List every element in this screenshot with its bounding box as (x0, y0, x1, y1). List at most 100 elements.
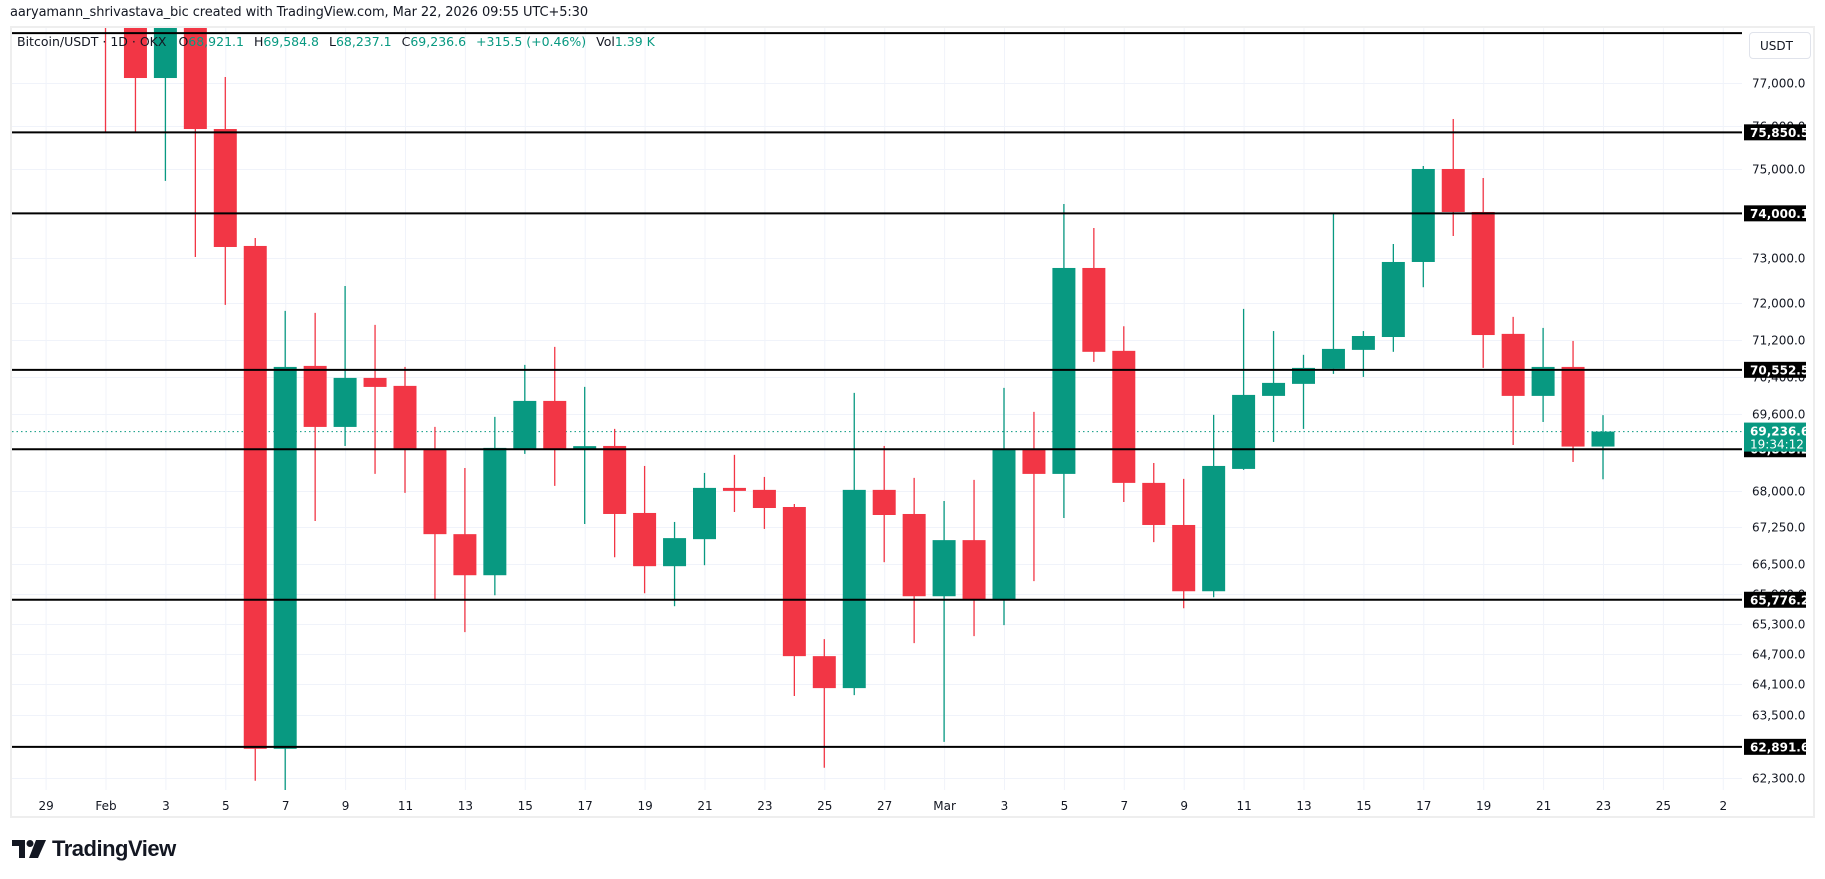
plot-area[interactable] (12, 0, 1742, 791)
tradingview-logo[interactable]: TradingView (12, 836, 176, 862)
candle[interactable] (1022, 411, 1046, 582)
y-axis-label: 73,000.0 (1752, 252, 1805, 266)
x-axis-label: 2 (1719, 799, 1727, 813)
currency-button[interactable]: USDT (1749, 32, 1811, 59)
x-axis-label: 19 (1476, 799, 1491, 813)
candle[interactable] (453, 467, 477, 633)
candle[interactable] (213, 76, 237, 305)
change-value: +315.5 (+0.46%) (476, 34, 587, 49)
tradingview-logo-icon (12, 840, 46, 858)
x-axis-label: 21 (697, 799, 712, 813)
level-price-tag (1744, 124, 1806, 141)
x-axis-label: 5 (222, 799, 230, 813)
y-axis-label: 77,000.0 (1752, 77, 1805, 91)
y-axis-label: 64,100.0 (1752, 678, 1805, 692)
x-axis-label: 29 (38, 799, 53, 813)
candle[interactable] (812, 639, 836, 768)
candle[interactable] (363, 324, 387, 474)
level-price-label: 62,891.6 (1750, 740, 1809, 754)
candle[interactable] (303, 312, 327, 521)
y-axis-label: 68,000.0 (1752, 485, 1805, 499)
candle[interactable] (752, 476, 776, 529)
y-axis-label: 64,700.0 (1752, 648, 1805, 662)
x-axis-label: 17 (1416, 799, 1431, 813)
candle[interactable] (243, 237, 267, 781)
y-axis-label: 65,300.0 (1752, 618, 1805, 632)
candle[interactable] (573, 386, 597, 524)
volume-value: 1.39 K (614, 34, 655, 49)
candle[interactable] (1501, 316, 1525, 445)
y-axis-label: 66,500.0 (1752, 558, 1805, 572)
candle[interactable] (123, 0, 147, 133)
candle[interactable] (1142, 462, 1166, 543)
candle[interactable] (842, 392, 866, 696)
level-price-label: 74,000.1 (1750, 207, 1809, 221)
x-axis-label: 21 (1536, 799, 1551, 813)
level-price-tag (1744, 361, 1806, 378)
candle[interactable] (1082, 228, 1106, 362)
candle[interactable] (902, 477, 926, 644)
level-price-tag (1744, 591, 1806, 608)
candle[interactable] (1561, 340, 1585, 462)
candle[interactable] (1172, 478, 1196, 609)
x-axis-label: 9 (342, 799, 350, 813)
x-axis-label: 17 (578, 799, 593, 813)
bar-countdown: 19:34:12 (1750, 438, 1804, 452)
y-axis-label: 72,000.0 (1752, 297, 1805, 311)
candle[interactable] (962, 479, 986, 637)
candle[interactable] (1292, 354, 1315, 429)
candle[interactable] (663, 521, 687, 607)
chart-credit: aaryamann_shrivastava_bic created with T… (10, 5, 589, 20)
x-axis-label: Feb (95, 799, 116, 813)
candle[interactable] (932, 501, 956, 742)
candle[interactable] (1112, 326, 1136, 503)
last-price-tag (1744, 422, 1806, 452)
candle[interactable] (1321, 213, 1345, 374)
level-price-tag (1744, 738, 1806, 755)
candle[interactable] (483, 416, 507, 596)
low-label: L (329, 34, 336, 49)
candle[interactable] (1441, 118, 1465, 236)
x-axis-label: 13 (1296, 799, 1311, 813)
candle[interactable] (722, 454, 746, 512)
close-label: C (401, 34, 411, 49)
candle[interactable] (693, 472, 716, 566)
candle[interactable] (153, 0, 177, 181)
candle[interactable] (423, 426, 447, 601)
x-axis-label: 3 (162, 799, 170, 813)
candle[interactable] (603, 428, 627, 558)
candle[interactable] (1531, 327, 1555, 422)
candle[interactable] (273, 310, 297, 791)
candle[interactable] (1471, 177, 1495, 368)
candle[interactable] (633, 465, 657, 594)
y-axis-label: 63,500.0 (1752, 709, 1805, 723)
candle[interactable] (1381, 243, 1405, 352)
candle[interactable] (333, 285, 357, 446)
symbol-title[interactable]: Bitcoin/USDT · 1D · OKX (17, 34, 167, 49)
x-axis-label: 11 (398, 799, 413, 813)
candle[interactable] (1411, 165, 1435, 288)
candle[interactable] (1202, 414, 1226, 598)
candle[interactable] (992, 387, 1016, 626)
level-price-label: 75,850.5 (1750, 126, 1809, 140)
candle[interactable] (872, 445, 896, 563)
candle[interactable] (393, 366, 417, 493)
y-axis-label: 71,200.0 (1752, 334, 1805, 348)
x-axis-label: 11 (1236, 799, 1251, 813)
candle[interactable] (1262, 331, 1286, 442)
candle[interactable] (543, 346, 567, 486)
candle[interactable] (1232, 308, 1256, 470)
y-axis-label: 69,600.0 (1752, 408, 1805, 422)
last-price-value: 69,236.6 (1750, 425, 1809, 439)
candle[interactable] (1591, 415, 1615, 480)
high-label: H (253, 34, 264, 49)
x-axis-label: 23 (757, 799, 772, 813)
candle[interactable] (513, 364, 537, 454)
tradingview-logo-text: TradingView (52, 836, 176, 861)
x-axis-label: Mar (933, 799, 956, 813)
candle[interactable] (1052, 203, 1076, 518)
x-axis-label: 15 (518, 799, 533, 813)
candle[interactable] (94, 0, 117, 133)
low-value: 68,237.1 (335, 34, 392, 49)
